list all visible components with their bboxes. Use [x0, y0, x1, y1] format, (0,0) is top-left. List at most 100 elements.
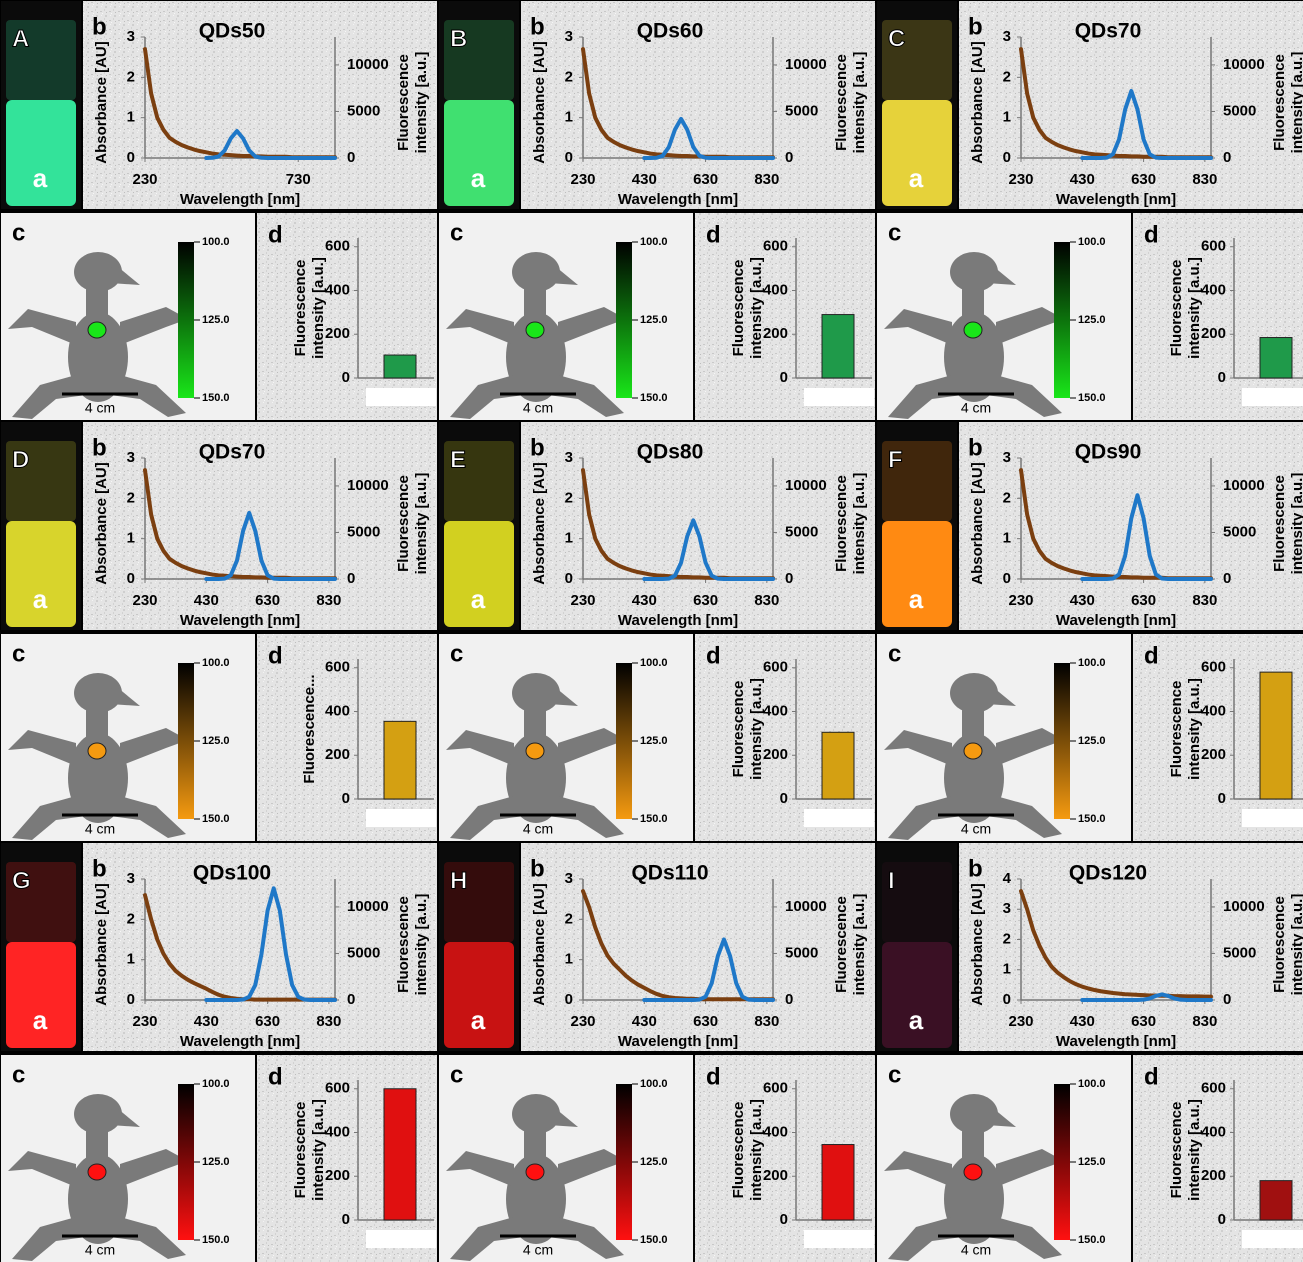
y2-tick-label: 0	[785, 149, 793, 166]
bar	[822, 732, 854, 799]
category-box	[804, 388, 874, 406]
y-tick-label: 1	[127, 951, 135, 968]
y-tick-label: 400	[763, 281, 788, 298]
colorbar-tick-label: 150.0	[1078, 1234, 1106, 1246]
chart-title: QDs50	[199, 20, 266, 43]
y-axis-label: Absorbance [AU]	[969, 41, 986, 164]
y-tick-label: 3	[127, 870, 135, 887]
chart-title: QDs100	[193, 862, 271, 885]
y-axis-label: intensity [a.u.]	[1186, 678, 1203, 780]
x-tick-label: 230	[132, 592, 157, 609]
y2-axis-label: intensity [a.u.]	[413, 894, 430, 996]
x-tick-label: 830	[754, 171, 779, 188]
y-tick-label: 400	[1201, 702, 1226, 719]
x-tick-label: 830	[1192, 171, 1217, 188]
colorbar-tick-label: 125.0	[640, 314, 668, 326]
y2-axis-label: intensity [a.u.]	[851, 473, 868, 575]
subplot-label: d	[268, 1063, 283, 1090]
vial-label: a	[471, 163, 486, 193]
y-axis-label: Fluorescence	[730, 681, 747, 778]
y2-tick-label: 0	[785, 991, 793, 1008]
y-tick-label: 0	[1003, 149, 1011, 166]
y2-tick-label: 0	[1223, 991, 1231, 1008]
y-tick-label: 200	[763, 1167, 788, 1184]
panel-letter: F	[888, 446, 903, 473]
subplot-label: d	[268, 642, 283, 669]
y-tick-label: 600	[325, 1080, 350, 1097]
colorbar-tick-label: 100.0	[202, 236, 230, 248]
vial-label: a	[33, 163, 48, 193]
colorbar-tick-label: 125.0	[640, 1156, 668, 1168]
subplot-label: b	[530, 855, 545, 882]
y-tick-label: 2	[1003, 68, 1011, 85]
colorbar-tick-label: 125.0	[1078, 1156, 1106, 1168]
image-label: c	[888, 219, 901, 246]
x-tick-label: 830	[1192, 592, 1217, 609]
y-tick-label: 0	[780, 790, 788, 807]
colorbar-tick-label: 150.0	[1078, 392, 1106, 404]
x-tick-label: 830	[754, 592, 779, 609]
y-axis-label: Absorbance [AU]	[531, 41, 548, 164]
y-tick-label: 1	[565, 109, 573, 126]
bar	[384, 1089, 416, 1220]
scale-label: 4 cm	[961, 821, 991, 837]
y2-tick-label: 5000	[347, 102, 380, 119]
y-tick-label: 400	[1201, 1123, 1226, 1140]
y2-tick-label: 10000	[347, 898, 389, 915]
y2-tick-label: 5000	[347, 523, 380, 540]
bar	[384, 355, 416, 378]
subplot-label: d	[706, 1063, 721, 1090]
y-tick-label: 3	[1003, 449, 1011, 466]
bar	[822, 1145, 854, 1220]
y2-tick-label: 5000	[785, 944, 818, 961]
subplot-label: b	[530, 13, 545, 40]
colorbar-tick-label: 150.0	[640, 392, 668, 404]
y-tick-label: 200	[1201, 325, 1226, 342]
subplot-label: b	[530, 434, 545, 461]
x-tick-label: 230	[570, 1013, 595, 1030]
image-label: c	[12, 640, 25, 667]
y-tick-label: 0	[1218, 1211, 1226, 1228]
scale-label: 4 cm	[85, 1242, 115, 1258]
panel-letter: B	[450, 25, 467, 52]
y-tick-label: 3	[127, 28, 135, 45]
y2-tick-label: 10000	[785, 477, 827, 494]
signal-spot	[88, 322, 106, 338]
y2-tick-label: 0	[785, 570, 793, 587]
colorbar	[616, 1084, 632, 1240]
scale-label: 4 cm	[85, 400, 115, 416]
y-axis-label: Fluorescence	[1168, 260, 1185, 357]
x-tick-label: 630	[1131, 171, 1156, 188]
colorbar-tick-label: 100.0	[640, 1078, 668, 1090]
category-box	[804, 809, 874, 827]
subplot-label: d	[1144, 642, 1159, 669]
y2-tick-label: 5000	[1223, 523, 1256, 540]
y2-axis-label: intensity [a.u.]	[1289, 52, 1303, 154]
colorbar-tick-label: 100.0	[202, 657, 230, 669]
vial-label: a	[909, 163, 924, 193]
y-tick-label: 2	[565, 68, 573, 85]
subplot-label: d	[706, 642, 721, 669]
y2-axis-label: intensity [a.u.]	[1289, 473, 1303, 575]
y-tick-label: 2	[127, 910, 135, 927]
y-tick-label: 3	[1003, 28, 1011, 45]
y2-axis-label: intensity [a.u.]	[413, 473, 430, 575]
colorbar	[616, 663, 632, 819]
y2-axis-label: Fluorescence	[1271, 54, 1288, 151]
signal-spot	[526, 322, 544, 338]
scale-label: 4 cm	[961, 1242, 991, 1258]
image-label: c	[450, 219, 463, 246]
y2-tick-label: 0	[347, 570, 355, 587]
category-box	[1242, 809, 1303, 827]
x-tick-label: 430	[632, 592, 657, 609]
colorbar-tick-label: 125.0	[1078, 314, 1106, 326]
subplot-label: b	[968, 855, 983, 882]
subplot-label: b	[92, 855, 107, 882]
image-label: c	[888, 640, 901, 667]
y-tick-label: 400	[325, 281, 350, 298]
y-tick-label: 1	[127, 109, 135, 126]
figure: aAbQDs5001230500010000230730Wavelength […	[0, 0, 1303, 1262]
signal-spot	[88, 743, 106, 759]
y-axis-label: Fluorescence	[730, 260, 747, 357]
y-tick-label: 3	[565, 449, 573, 466]
